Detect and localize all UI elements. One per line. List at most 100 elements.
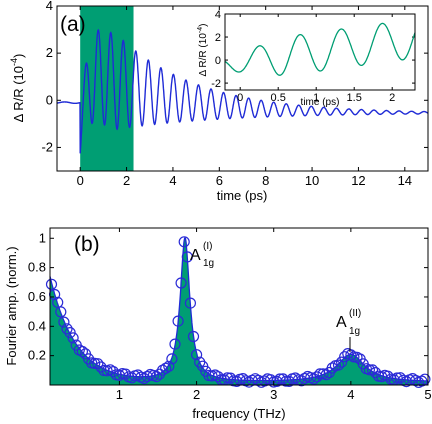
panel-a-ytick-label: -2: [41, 139, 53, 154]
spectrum-marker: [231, 375, 243, 387]
spectrum-marker: [363, 364, 375, 376]
panel-a-xtick-label: 10: [305, 173, 319, 188]
spectrum-marker: [212, 371, 224, 383]
spectrum-marker: [157, 364, 169, 376]
spectrum-marker: [150, 371, 163, 383]
spectrum-marker: [320, 369, 332, 381]
spectrum-marker: [299, 372, 311, 385]
panel-a-ylabel-exponent: -4: [9, 58, 19, 66]
inset-ytick-label: -2: [211, 78, 221, 90]
panel-a-label: (a): [60, 13, 86, 36]
peak-1-subscript: 1g: [203, 258, 214, 269]
spectrum-marker: [67, 332, 79, 344]
spectrum-marker: [191, 349, 203, 361]
panel-a-inset: 0 0.5 1 1.5 2 -2 0 2 4 time (ps) Δ R/R (10-4): [197, 9, 416, 108]
panel-a-ylabel-close: ): [11, 54, 26, 58]
inset-ytick-label: 2: [215, 32, 221, 44]
inset-xtick-label: 0: [237, 92, 243, 104]
panel-b-xtick-label: 1: [116, 387, 123, 402]
panel-b-ytick-label: 0.2: [28, 348, 46, 363]
inset-ylabel-close: ): [198, 24, 209, 27]
peak-2-superscript: (II): [349, 308, 361, 319]
panel-a-xtick-label: 2: [123, 173, 130, 188]
panel-a-xtick-label: 0: [77, 173, 84, 188]
spectrum-marker: [336, 356, 348, 368]
spectrum-marker: [92, 358, 104, 370]
panel-a-xlabel: time (ps): [217, 188, 268, 203]
inset-ytick-label: 0: [215, 55, 221, 67]
spectrum-marker: [89, 357, 101, 369]
inset-xtick-label: 2: [389, 92, 395, 104]
spectrum-marker: [178, 236, 190, 248]
spectrum-marker: [271, 375, 283, 387]
spectrum-marker: [163, 360, 175, 372]
peak-1-superscript: (I): [203, 241, 212, 252]
inset-ylabel-main: Δ R/R (10: [198, 33, 209, 77]
spectrum-marker: [141, 370, 153, 383]
spectrum-marker: [277, 373, 289, 385]
panel-b-xtick-label: 4: [347, 387, 354, 402]
peak-2-label: A: [336, 314, 347, 331]
panel-b-xtick-label: 5: [424, 387, 431, 402]
spectrum-marker: [58, 316, 70, 328]
panel-a-xtick-label: 14: [398, 173, 412, 188]
spectrum-marker: [221, 372, 233, 384]
panel-b-spectrum-line: [49, 236, 428, 382]
spectrum-marker: [184, 297, 196, 309]
peak-annotation-1: A (I) 1g: [190, 241, 214, 269]
spectrum-marker: [366, 364, 379, 376]
spectrum-marker: [166, 353, 178, 365]
spectrum-marker: [339, 351, 351, 363]
spectrum-marker: [187, 330, 200, 343]
spectrum-marker: [45, 278, 58, 290]
panel-b-markers: [45, 236, 431, 388]
panel-a-signal-line: [56, 28, 429, 154]
spectrum-marker: [172, 315, 184, 327]
spectrum-marker: [64, 327, 76, 339]
panel-b-ticks: 1 2 3 4 5 0.2 0.4 0.6 0.8 1: [28, 228, 432, 402]
inset-signal-line: [224, 22, 416, 76]
panel-b-frame: [49, 227, 429, 386]
panel-b-ytick-label: 0.4: [28, 318, 46, 333]
spectrum-marker: [391, 372, 403, 384]
panel-a-ylabel: Δ R/R (10-4): [9, 54, 26, 123]
inset-ticks: 0 0.5 1 1.5 2 -2 0 2 4: [211, 9, 415, 104]
spectrum-marker: [76, 345, 89, 358]
panel-b-ytick-label: 1: [39, 230, 46, 245]
inset-xtick-label: 1.5: [347, 92, 362, 104]
inset-xlabel: time (ps): [301, 97, 340, 108]
panel-b-ytick-label: 0.6: [28, 289, 46, 304]
panel-b-spectrum-fill: [50, 237, 428, 385]
spectrum-marker: [160, 362, 172, 374]
inset-ytick-label: 4: [215, 9, 221, 21]
panel-b-ytick-label: 0.8: [28, 260, 46, 275]
panel-a-ylabel-main: Δ R/R (10: [11, 66, 26, 122]
panel-a-frame: [56, 5, 429, 172]
peak-1-label: A: [190, 247, 201, 264]
panel-a-ytick-label: 2: [46, 45, 53, 60]
spectrum-marker: [181, 251, 193, 263]
spectrum-marker: [169, 338, 181, 350]
inset-background: [225, 14, 415, 90]
spectrum-marker: [419, 373, 431, 385]
panel-a-ytick-label: 0: [46, 92, 53, 107]
spectrum-marker: [258, 375, 271, 387]
inset-xtick-label: 0.5: [271, 92, 286, 104]
panel-b: 1 2 3 4 5 0.2 0.4 0.6 0.8 1 (b) frequency (THz) F…: [4, 227, 432, 421]
spectrum-marker: [175, 277, 187, 289]
panel-b-label: (b): [74, 233, 100, 256]
spectrum-marker: [416, 375, 428, 387]
spectrum-marker: [55, 306, 67, 318]
peak-2-subscript: 1g: [349, 326, 360, 337]
panel-a-xtick-label: 12: [351, 173, 365, 188]
spectrum-marker: [61, 323, 73, 335]
inset-frame: [224, 13, 416, 91]
panel-b-xtick-label: 2: [193, 387, 200, 402]
spectrum-marker: [332, 359, 345, 371]
panel-b-ylabel: Fourier amp. (norm.): [4, 246, 19, 365]
spectrum-marker: [126, 372, 138, 384]
inset-ylabel-exponent: -4: [197, 27, 204, 33]
panel-a-xtick-label: 8: [262, 173, 269, 188]
